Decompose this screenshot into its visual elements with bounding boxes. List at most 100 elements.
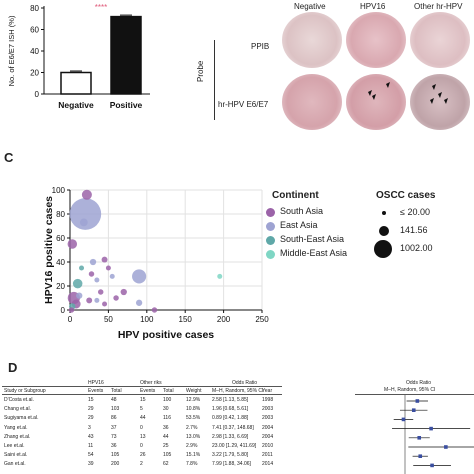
size-dot-medium: [379, 226, 389, 236]
bubble-chart-c: 0 50 100 150 200 250 0 20 40 60 80 100 HPV positive …: [43, 186, 269, 341]
y-tick-label: 0: [61, 306, 66, 315]
col-header-events: Events: [88, 388, 104, 394]
table-cell: 54: [88, 452, 94, 459]
plot-rule-header: [355, 394, 474, 395]
tissue-image-ppib-other: [410, 12, 470, 68]
effect-marker: [418, 454, 423, 458]
legend-size-label: 141.56: [400, 225, 428, 235]
table-cell: 7.99 [1.88, 34.06]: [212, 461, 251, 468]
forest-plot-marks: [392, 395, 474, 474]
table-cell: 36: [111, 443, 117, 449]
table-cell: 53.5%: [186, 415, 201, 422]
study-name: D'Costa et.al.: [4, 397, 34, 403]
table-cell: 86: [111, 415, 117, 422]
group-header-other: Other riks: [140, 380, 162, 386]
table-cell: 2.98 [1.33, 6.69]: [212, 433, 249, 440]
table-cell: 5: [140, 406, 143, 413]
table-cell: 1998: [262, 397, 274, 403]
y-tick-label: 80: [30, 4, 39, 13]
legend-size-label: ≤ 20.00: [400, 207, 430, 217]
table-cell: 116: [163, 415, 171, 422]
col-header-events: Events: [140, 388, 156, 394]
data-bubble: [113, 295, 119, 301]
table-cell: 13: [140, 433, 146, 440]
effect-marker: [444, 445, 448, 449]
arrow-marker: [430, 98, 434, 104]
table-cell: 103: [111, 406, 120, 413]
probe-label: Probe: [196, 60, 205, 82]
arrow-marker: [438, 92, 442, 98]
table-cell: 2003: [262, 406, 274, 413]
table-cell: 11: [88, 443, 94, 449]
y-tick-label: 20: [30, 69, 39, 78]
arrow-marker: [432, 84, 436, 90]
effect-marker: [411, 408, 416, 412]
y-tick-label: 40: [30, 47, 39, 56]
table-cell: 62: [163, 461, 169, 468]
legend-label: South-East Asia: [280, 234, 345, 244]
data-bubble: [68, 307, 75, 313]
x-tick-label: Negative: [58, 100, 94, 110]
legend-swatch-east-asia: [266, 222, 275, 231]
data-bubble: [81, 189, 92, 200]
x-tick-label: Positive: [110, 100, 143, 110]
col-header-total: Total: [111, 388, 122, 394]
legend-title-oscc: OSCC cases: [376, 190, 436, 201]
study-name: Yang et.al.: [4, 424, 28, 431]
data-bubble: [79, 218, 88, 227]
legend-label: Middle-East Asia: [280, 248, 348, 258]
table-cell: 26: [140, 452, 146, 459]
group-header-hpv16: HPV16: [88, 380, 104, 386]
table-cell: 39: [88, 461, 94, 468]
data-bubble: [105, 265, 111, 271]
table-cell: 3.22 [1.79, 5.80]: [212, 452, 249, 459]
col-header-study: Study or Subgroup: [4, 388, 46, 394]
arrow-marker: [444, 98, 448, 104]
or-plot-header: Odds Ratio: [406, 380, 432, 386]
arrow-markers: [368, 82, 448, 104]
data-bubble: [97, 289, 104, 295]
legend-label: East Asia: [280, 220, 318, 230]
study-name: Gan et.al.: [4, 461, 26, 468]
table-rule-header: [2, 394, 282, 395]
x-tick-label: 50: [104, 315, 113, 324]
size-dot-large: [374, 240, 392, 258]
or-header: Odds Ratio: [232, 380, 258, 386]
legend-title-continent: Continent: [272, 190, 319, 201]
data-bubble: [76, 292, 83, 299]
data-bubble: [72, 278, 83, 289]
data-bubble: [109, 273, 115, 279]
legend-size-label: 1002.00: [400, 243, 433, 253]
table-cell: 44: [140, 415, 146, 422]
data-bubble: [101, 256, 108, 263]
y-tick-label: 60: [56, 234, 65, 243]
x-tick-label: 150: [179, 315, 193, 324]
table-cell: 73: [111, 433, 117, 440]
table-cell: 1.96 [0.68, 5.61]: [212, 406, 249, 413]
bar-negative: [60, 71, 92, 95]
study-name: Chang et.al.: [4, 406, 31, 413]
col-header-weight: Weight: [186, 388, 202, 394]
table-cell: 2.58 [1.13, 5.85]: [212, 397, 249, 403]
tissue-image-ppib-hpv16: [346, 12, 406, 68]
tissue-image-ppib-negative: [282, 12, 342, 68]
arrow-marker: [372, 94, 376, 100]
data-bubble: [89, 258, 97, 266]
table-cell: 15.1%: [186, 452, 201, 459]
table-cell: 2004: [262, 433, 274, 440]
data-bubble: [88, 271, 95, 277]
table-cell: 10.8%: [186, 406, 201, 413]
bar-positive: [110, 15, 142, 95]
tissue-image-e6e7-negative: [282, 74, 342, 130]
panel-d-letter: D: [8, 360, 18, 375]
table-cell: 44: [163, 433, 169, 440]
table-cell: 0.89 [0.42, 1.88]: [212, 415, 249, 422]
size-dot-small: [382, 211, 386, 215]
x-tick-label: 200: [217, 315, 231, 324]
table-cell: 100: [163, 397, 172, 403]
table-cell: 0: [140, 424, 143, 431]
table-cell: 15: [88, 397, 94, 403]
data-bubble: [69, 198, 102, 230]
forest-plot: [392, 395, 474, 474]
table-cell: 105: [111, 452, 120, 459]
